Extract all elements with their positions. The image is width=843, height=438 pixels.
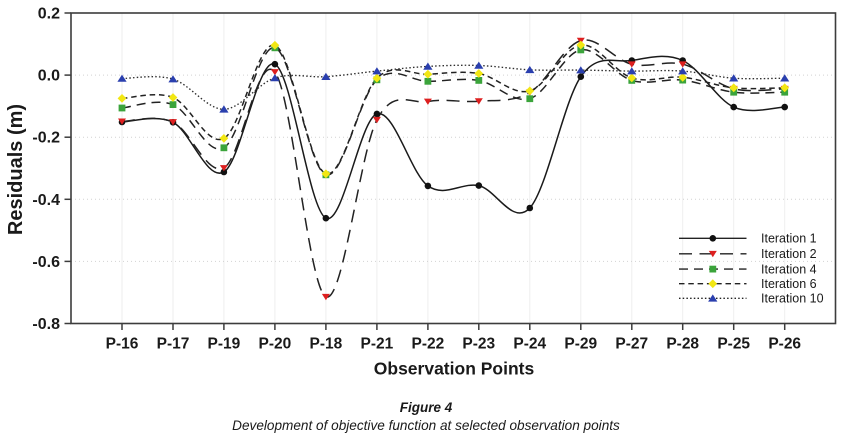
svg-text:P-25: P-25: [717, 336, 750, 353]
svg-text:Figure 4: Figure 4: [400, 400, 453, 415]
svg-text:P-17: P-17: [157, 336, 190, 353]
svg-text:P-21: P-21: [361, 336, 394, 353]
svg-text:Iteration 10: Iteration 10: [761, 292, 824, 306]
svg-text:Iteration 1: Iteration 1: [761, 232, 817, 246]
svg-text:P-27: P-27: [615, 336, 648, 353]
svg-text:-0.6: -0.6: [32, 254, 60, 271]
svg-text:Iteration 4: Iteration 4: [761, 262, 817, 276]
svg-text:P-24: P-24: [513, 336, 546, 353]
svg-text:P-16: P-16: [106, 336, 139, 353]
svg-text:Residuals (m): Residuals (m): [5, 104, 27, 235]
svg-text:-0.4: -0.4: [32, 192, 60, 209]
svg-text:Observation Points: Observation Points: [374, 359, 535, 379]
svg-text:Development of objective funct: Development of objective function at sel…: [232, 418, 620, 433]
svg-text:P-22: P-22: [412, 336, 445, 353]
svg-text:P-29: P-29: [564, 336, 597, 353]
svg-text:-0.8: -0.8: [32, 316, 60, 333]
svg-text:0.0: 0.0: [38, 68, 60, 85]
svg-text:P-26: P-26: [768, 336, 801, 353]
svg-text:P-20: P-20: [259, 336, 292, 353]
svg-text:Iteration 6: Iteration 6: [761, 277, 817, 291]
svg-text:Iteration 2: Iteration 2: [761, 247, 817, 261]
svg-text:P-23: P-23: [462, 336, 495, 353]
svg-text:P-28: P-28: [666, 336, 699, 353]
svg-text:0.2: 0.2: [38, 6, 60, 23]
svg-text:-0.2: -0.2: [32, 130, 60, 147]
svg-text:P-18: P-18: [310, 336, 343, 353]
svg-text:P-19: P-19: [208, 336, 241, 353]
